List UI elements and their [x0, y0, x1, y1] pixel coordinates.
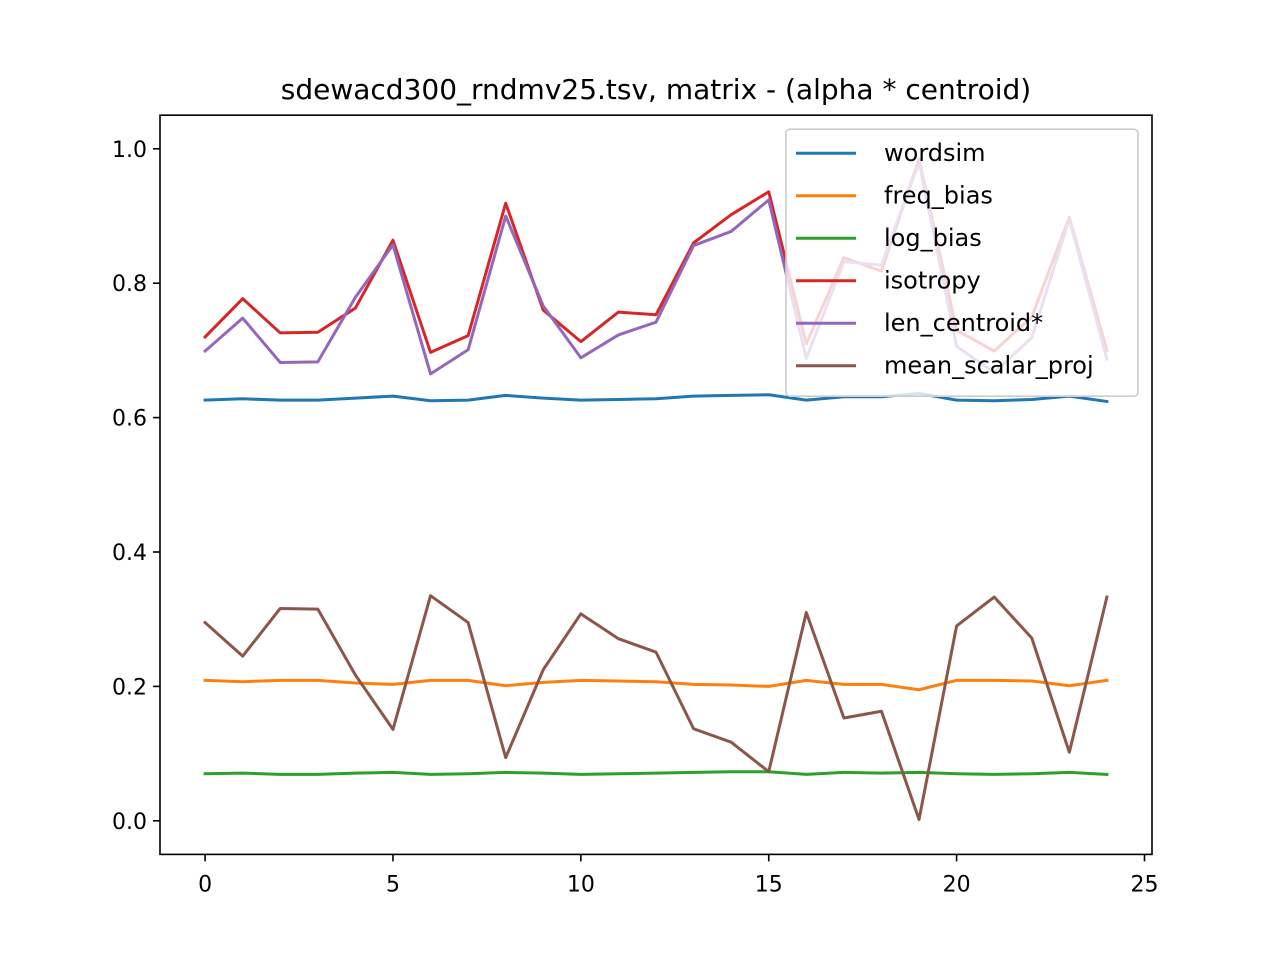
legend-box	[785, 128, 1139, 397]
series-line-mean-scalar-proj	[202, 594, 1109, 821]
y-tick-label: 1.0	[112, 138, 147, 163]
legend-label-freq-bias: freq_bias	[884, 182, 993, 210]
y-tick-label: 0.2	[112, 675, 147, 700]
x-tick-label: 5	[386, 872, 400, 897]
series-line-freq-bias	[203, 678, 1109, 692]
series-line-wordsim	[203, 391, 1109, 404]
y-tick-label: 0.4	[112, 541, 147, 566]
y-tick-label: 0.0	[112, 810, 147, 835]
legend: wordsim freq_bias log_bias isotropy len_cent…	[785, 128, 1139, 397]
x-tick-label: 0	[198, 872, 212, 897]
chart-title: sdewacd300_rndmv25.tsv, matrix - (alpha …	[281, 73, 1031, 106]
x-tick-label: 15	[755, 872, 783, 897]
legend-label-mean-scalar-proj: mean_scalar_proj	[884, 352, 1094, 380]
legend-label-len-centroid: len_centroid*	[884, 309, 1043, 337]
y-tick-label: 0.8	[112, 272, 147, 297]
axis-layer: 0 5 10 15 20 25 0.0 0.2 0.4 0.6 0.8 1.0	[112, 138, 1158, 898]
x-tick-label: 10	[567, 872, 595, 897]
y-tick-label: 0.6	[112, 407, 147, 432]
legend-label-wordsim: wordsim	[884, 139, 986, 167]
x-tick-label: 20	[943, 872, 971, 897]
series-line-log-bias	[203, 770, 1109, 777]
plot-frame	[159, 114, 1153, 856]
legend-label-log-bias: log_bias	[884, 224, 982, 252]
legend-label-isotropy: isotropy	[884, 267, 981, 295]
x-tick-label: 25	[1130, 872, 1158, 897]
series-layer	[202, 157, 1109, 821]
